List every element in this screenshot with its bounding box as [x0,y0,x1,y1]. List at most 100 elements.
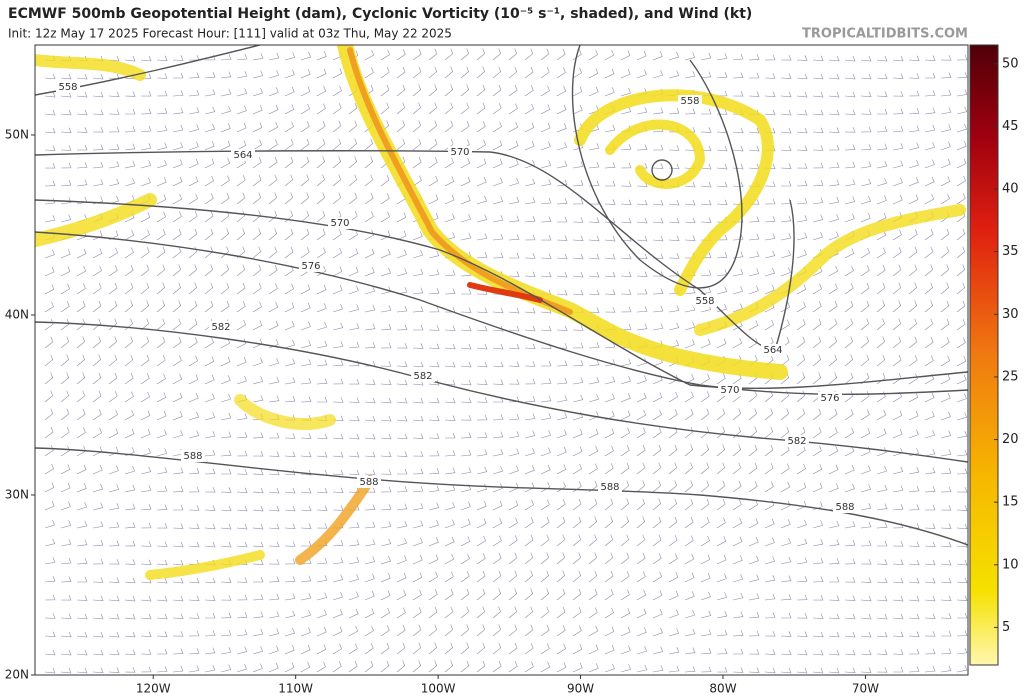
contour-label-bg [598,481,622,493]
wind-barb [364,304,376,313]
wind-barb [620,571,630,583]
wind-barb [300,451,312,458]
wind-barb [892,264,902,277]
wind-barb [508,588,518,601]
wind-barb [204,595,216,601]
wind-barb [220,375,231,385]
wind-barb [620,87,631,97]
wind-barb [108,484,120,493]
wind-barb [140,631,152,638]
wind-barb [252,469,264,475]
wind-barb [764,198,776,205]
wind-barb [588,342,600,349]
wind-barb [716,426,726,439]
wind-barb [332,174,342,187]
wind-barb [316,592,328,601]
wind-barb [444,288,456,295]
wind-barb [172,523,184,529]
wind-barb [876,649,888,655]
wind-barb [508,379,520,385]
wind-barb [348,625,359,637]
wind-barb [700,554,711,565]
wind-barb [508,48,518,61]
wind-barb [252,559,264,565]
wind-barb [908,282,918,295]
wind-barb [268,523,280,530]
wind-barb [252,246,262,259]
wind-barb [220,393,232,403]
wind-barb [204,374,215,385]
colorbar-label: 15 [1002,495,1019,510]
wind-barb [908,429,919,439]
wind-barb [860,91,872,98]
wind-barb [92,126,104,133]
wind-barb [492,84,502,97]
wind-barb [956,300,966,313]
wind-barb [252,594,264,601]
wind-barb [412,175,422,187]
wind-barb [412,268,424,277]
wind-barb [140,649,152,655]
wind-barb [204,468,216,475]
wind-barb [396,324,408,331]
wind-barb [156,485,168,493]
wind-barb [620,271,632,278]
wind-barb [732,611,744,619]
wind-barb [76,372,86,385]
wind-barb [172,631,184,637]
wind-barb [524,103,534,115]
wind-barb [796,631,808,637]
wind-barb [300,661,311,673]
wind-barb [876,126,888,133]
wind-barb [700,217,712,223]
wind-barb [76,179,88,187]
wind-barb [652,288,664,295]
wind-barb [220,412,232,421]
wind-barb [700,535,710,547]
wind-barb [620,217,632,224]
wind-barb [508,252,520,259]
wind-barb [924,107,936,115]
wind-barb [76,483,87,493]
wind-barb [108,161,120,169]
wind-barb [460,66,469,79]
wind-barb [172,665,184,673]
wind-barb [140,336,150,349]
wind-barb [844,248,855,259]
wind-barb [780,500,791,511]
wind-barb [236,210,246,223]
wind-barb [540,325,552,332]
wind-barb [460,536,471,547]
wind-barb [332,85,342,97]
wind-barb [572,86,583,97]
wind-barb [348,341,360,349]
wind-barb [636,235,648,242]
wind-barb [92,283,102,295]
wind-barb [108,409,118,421]
wind-barb [588,663,599,673]
wind-barb [108,428,119,439]
wind-barb [524,413,536,421]
wind-barb [332,138,342,151]
wind-barb [412,537,423,547]
wind-barb [828,613,840,620]
wind-barb [892,577,904,584]
wind-barb [924,193,935,205]
wind-barb [876,484,888,493]
wind-barb [508,552,518,565]
wind-barb [908,559,920,566]
wind-barb [396,538,408,547]
wind-barb [540,197,552,205]
wind-barb [732,536,743,547]
wind-barb [220,664,232,673]
wind-barb [604,341,616,349]
wind-barb [940,648,952,655]
wind-barb [796,215,808,223]
wind-barb [348,539,360,547]
wind-barb [668,516,678,529]
wind-barb [876,336,886,349]
wind-barb [316,228,326,241]
wind-barb [780,463,790,475]
wind-barb [940,355,950,367]
contour-label: 570 [330,218,349,229]
